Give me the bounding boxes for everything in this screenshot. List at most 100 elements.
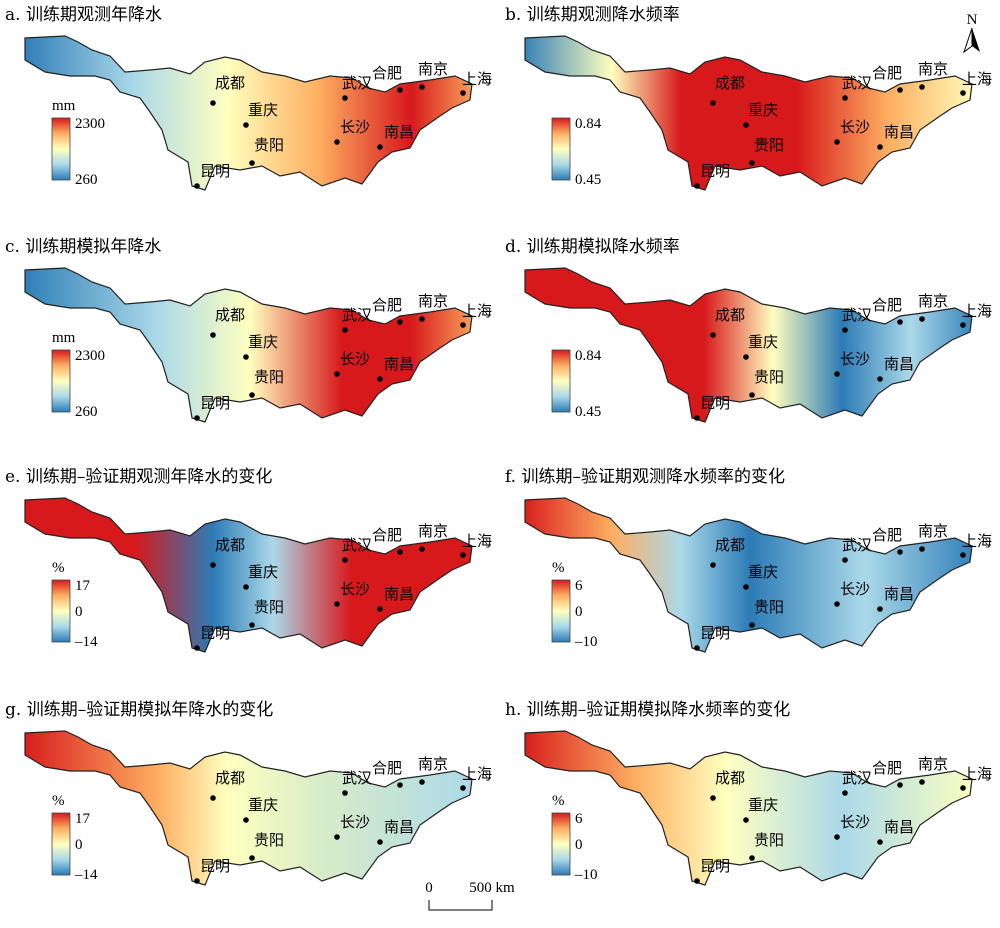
city-marker bbox=[342, 790, 348, 796]
city-marker bbox=[334, 834, 340, 840]
panel-title: d. 训练期模拟降水频率 bbox=[505, 237, 680, 257]
city-marker bbox=[842, 557, 848, 563]
panel-title: g. 训练期–验证期模拟年降水的变化 bbox=[5, 700, 273, 720]
city-label: 南昌 bbox=[884, 818, 914, 836]
legend-colorbar bbox=[551, 349, 571, 413]
basin-boundary bbox=[24, 35, 473, 191]
basin-boundary bbox=[524, 730, 973, 886]
city-label: 上海 bbox=[462, 532, 492, 550]
legend-max: 2300 bbox=[75, 348, 105, 364]
panel-title: a. 训练期观测年降水 bbox=[5, 5, 162, 25]
city-marker bbox=[342, 327, 348, 333]
city-marker bbox=[243, 122, 249, 128]
city-label: 南京 bbox=[918, 292, 948, 310]
basin-boundary bbox=[24, 497, 473, 653]
scale-line bbox=[428, 900, 493, 911]
city-marker bbox=[377, 376, 383, 382]
city-marker bbox=[897, 87, 903, 93]
legend-min: 260 bbox=[75, 172, 98, 188]
city-marker bbox=[834, 601, 840, 607]
panel-title: e. 训练期–验证期观测年降水的变化 bbox=[5, 467, 272, 487]
city-marker bbox=[743, 354, 749, 360]
city-label: 重庆 bbox=[248, 796, 278, 814]
legend-colorbar bbox=[551, 579, 571, 643]
legend-mid: 0 bbox=[575, 604, 583, 620]
city-marker bbox=[960, 322, 966, 328]
city-marker bbox=[419, 84, 425, 90]
city-label: 昆明 bbox=[700, 394, 730, 412]
legend-min: 0.45 bbox=[575, 172, 601, 188]
city-label: 贵阳 bbox=[754, 598, 784, 616]
north-arrow: N bbox=[963, 12, 980, 54]
city-marker bbox=[897, 319, 903, 325]
city-marker bbox=[194, 878, 200, 884]
city-marker bbox=[194, 645, 200, 651]
city-label: 成都 bbox=[215, 769, 245, 787]
city-marker bbox=[243, 354, 249, 360]
city-marker bbox=[710, 100, 716, 106]
city-label: 贵阳 bbox=[254, 831, 284, 849]
city-label: 昆明 bbox=[700, 162, 730, 180]
panel-title: b. 训练期观测降水频率 bbox=[505, 5, 680, 25]
city-label: 武汉 bbox=[342, 74, 372, 92]
city-marker bbox=[919, 84, 925, 90]
city-label: 南昌 bbox=[384, 355, 414, 373]
legend-mid: 0 bbox=[575, 837, 583, 853]
city-label: 南昌 bbox=[884, 123, 914, 141]
city-marker bbox=[334, 371, 340, 377]
city-label: 重庆 bbox=[248, 333, 278, 351]
legend-unit: mm bbox=[52, 330, 76, 346]
city-label: 重庆 bbox=[748, 563, 778, 581]
city-marker bbox=[249, 392, 255, 398]
city-marker bbox=[377, 144, 383, 150]
legend-min: –10 bbox=[574, 634, 598, 650]
city-marker bbox=[460, 90, 466, 96]
city-marker bbox=[842, 790, 848, 796]
panel-title: f. 训练期–验证期观测降水频率的变化 bbox=[505, 467, 785, 487]
city-marker bbox=[842, 95, 848, 101]
city-marker bbox=[694, 183, 700, 189]
city-label: 昆明 bbox=[700, 624, 730, 642]
basin-boundary bbox=[24, 730, 473, 886]
city-marker bbox=[210, 332, 216, 338]
color-legend: % 6 0 –10 bbox=[551, 793, 598, 883]
city-marker bbox=[460, 552, 466, 558]
city-label: 南京 bbox=[418, 60, 448, 78]
city-marker bbox=[194, 183, 200, 189]
city-label: 昆明 bbox=[700, 857, 730, 875]
legend-unit: % bbox=[52, 560, 65, 576]
city-label: 成都 bbox=[215, 74, 245, 92]
city-marker bbox=[243, 817, 249, 823]
panel-title: c. 训练期模拟年降水 bbox=[5, 237, 161, 257]
city-label: 成都 bbox=[215, 536, 245, 554]
city-label: 长沙 bbox=[340, 350, 370, 368]
legend-colorbar bbox=[551, 117, 571, 181]
city-marker bbox=[960, 552, 966, 558]
city-marker bbox=[194, 415, 200, 421]
city-label: 成都 bbox=[215, 306, 245, 324]
city-label: 合肥 bbox=[372, 64, 402, 82]
city-marker bbox=[342, 95, 348, 101]
legend-colorbar bbox=[51, 349, 71, 413]
city-marker bbox=[377, 839, 383, 845]
city-label: 武汉 bbox=[342, 306, 372, 324]
city-marker bbox=[397, 87, 403, 93]
legend-mid: 0 bbox=[75, 604, 83, 620]
city-marker bbox=[694, 878, 700, 884]
city-label: 上海 bbox=[462, 70, 492, 88]
city-label: 成都 bbox=[715, 769, 745, 787]
city-label: 长沙 bbox=[340, 118, 370, 136]
city-marker bbox=[960, 785, 966, 791]
city-label: 南京 bbox=[918, 522, 948, 540]
legend-unit: % bbox=[552, 793, 565, 809]
legend-max: 2300 bbox=[75, 116, 105, 132]
city-label: 贵阳 bbox=[254, 368, 284, 386]
city-label: 长沙 bbox=[340, 813, 370, 831]
city-label: 武汉 bbox=[842, 74, 872, 92]
legend-max: 17 bbox=[75, 811, 91, 827]
city-label: 长沙 bbox=[840, 350, 870, 368]
